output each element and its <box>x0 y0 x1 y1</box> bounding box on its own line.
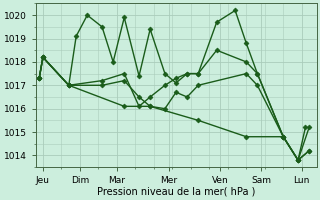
X-axis label: Pression niveau de la mer( hPa ): Pression niveau de la mer( hPa ) <box>97 187 255 197</box>
